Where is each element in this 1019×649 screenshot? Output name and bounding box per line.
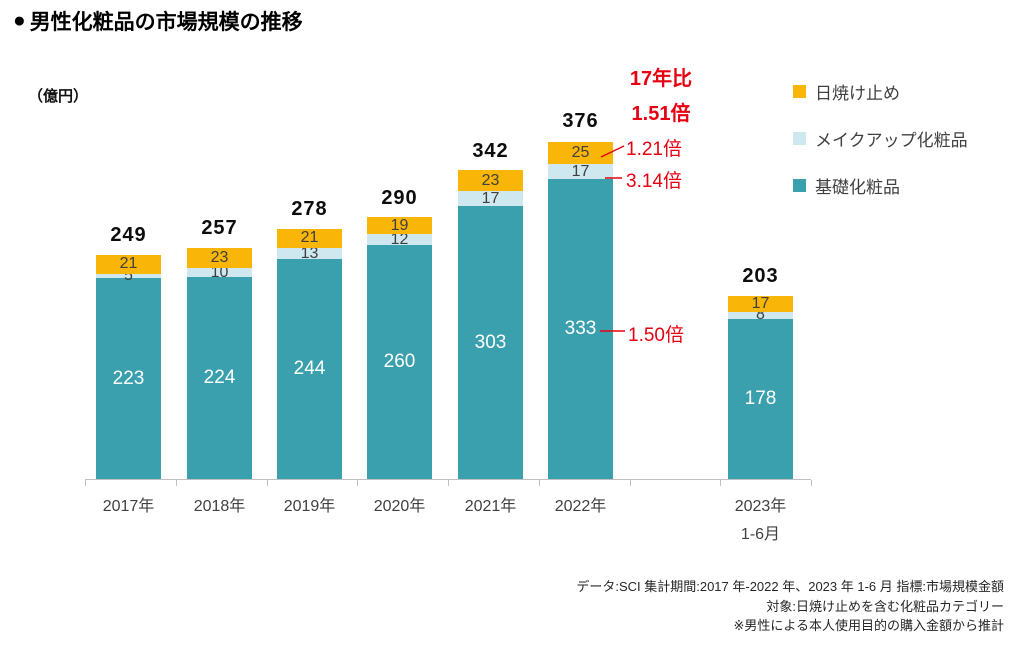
x-axis-tick xyxy=(448,480,449,486)
x-axis-sublabel: 1-6月 xyxy=(740,526,781,543)
bar-2022年-makeup-segment xyxy=(548,164,613,180)
bar-2021年-base-segment xyxy=(458,206,523,479)
segment-value-base: 244 xyxy=(293,358,326,380)
x-axis-tick xyxy=(175,480,177,486)
segment-value-base: 178 xyxy=(744,387,777,409)
segment-value-base: 260 xyxy=(383,351,416,372)
bar-2017年-sunscreen-segment xyxy=(96,254,161,274)
bar-2023年-makeup-segment xyxy=(728,311,793,319)
legend-item-sunscreen: 日焼け止め xyxy=(793,79,968,104)
bar-2020年-base-segment xyxy=(367,245,432,479)
legend-item-makeup: メイクアップ化粧品 xyxy=(793,126,968,151)
segment-value-base: 303 xyxy=(474,331,507,353)
bar-2018年-makeup-segment xyxy=(187,268,252,278)
segment-value-makeup: 17 xyxy=(481,189,500,207)
bar-2019年-sunscreen-segment xyxy=(277,228,342,248)
bar-2020年-sunscreen-segment xyxy=(367,217,432,235)
bar-2017年-makeup-segment xyxy=(96,273,161,279)
segment-value-makeup: 5 xyxy=(124,267,133,285)
page-title: 男性化粧品の市場規模の推移 xyxy=(29,11,303,34)
bar-2018年-base-segment xyxy=(187,277,252,479)
total-value: 342 xyxy=(472,140,509,163)
segment-value-sunscreen: 21 xyxy=(300,229,319,247)
segment-value-sunscreen: 25 xyxy=(571,143,590,161)
legend-label: メイクアップ化粧品 xyxy=(815,131,968,150)
total-value: 249 xyxy=(110,223,147,246)
y-axis-unit-label: （億円） xyxy=(28,88,89,105)
makeup-ratio-annotation: 3.14倍 xyxy=(626,171,682,192)
x-axis-tick xyxy=(357,480,359,486)
source-note-line2: 対象:日焼け止めを含む化粧品カテゴリー xyxy=(766,598,1004,614)
bar-2022年-base-segment xyxy=(548,179,613,479)
source-note-line3: ※男性による本人使用目的の購入金額から推計 xyxy=(733,618,1004,633)
bar-2018年-sunscreen-segment xyxy=(187,247,252,269)
segment-value-makeup: 13 xyxy=(300,244,319,262)
bar-2022年-sunscreen-segment xyxy=(548,141,613,164)
segment-value-base: 333 xyxy=(564,318,597,340)
legend-item-base: 基礎化粧品 xyxy=(793,173,968,198)
total-value: 257 xyxy=(201,216,238,239)
legend-label: 日焼け止め xyxy=(815,84,900,103)
total-value: 290 xyxy=(381,187,418,209)
x-axis-tick xyxy=(538,480,540,486)
segment-value-makeup: 17 xyxy=(571,162,590,180)
sunscreen-ratio-annotation: 1.21倍 xyxy=(626,139,682,160)
legend-label: 基礎化粧品 xyxy=(815,178,900,197)
x-axis-label: 2020年 xyxy=(373,498,426,515)
x-axis-label: 2017年 xyxy=(102,498,155,515)
x-axis-tick xyxy=(811,480,812,486)
bullet-icon: ● xyxy=(13,9,26,32)
source-note: データ:SCI 集計期間:2017 年-2022 年、2023 年 1-6 月 … xyxy=(576,577,1004,636)
base-ratio-annotation: 1.50倍 xyxy=(628,325,684,346)
makeup-swatch-icon xyxy=(793,132,806,145)
bar-2019年-makeup-segment xyxy=(277,247,342,260)
segment-value-makeup: 12 xyxy=(390,230,409,248)
segment-value-base: 224 xyxy=(203,367,236,389)
x-axis-line xyxy=(85,479,811,480)
x-axis-tick xyxy=(629,480,631,486)
x-axis-label: 2023年 xyxy=(734,498,787,515)
bar-2021年-makeup-segment xyxy=(458,191,523,207)
sunscreen-swatch-icon xyxy=(793,85,806,98)
legend: 日焼け止め メイクアップ化粧品 基礎化粧品 xyxy=(793,79,968,198)
segment-value-sunscreen: 19 xyxy=(390,216,409,234)
source-note-line1: データ:SCI 集計期間:2017 年-2022 年、2023 年 1-6 月 … xyxy=(576,579,1004,594)
comparison-headline-line2: 1.51倍 xyxy=(631,103,691,125)
base-swatch-icon xyxy=(793,179,806,192)
comparison-headline-line1: 17年比 xyxy=(629,68,693,90)
segment-value-base: 223 xyxy=(112,367,145,389)
segment-value-sunscreen: 23 xyxy=(210,249,229,267)
x-axis-tick xyxy=(85,480,86,486)
segment-value-sunscreen: 21 xyxy=(119,255,138,273)
page-title-row: ● 男性化粧品の市場規模の推移 xyxy=(13,6,303,36)
segment-value-sunscreen: 17 xyxy=(751,294,770,312)
x-axis-label: 2018年 xyxy=(193,498,246,515)
bar-2017年-base-segment xyxy=(96,278,161,479)
bar-2023年-base-segment xyxy=(728,318,793,479)
bar-2020年-makeup-segment xyxy=(367,234,432,245)
comparison-headline: 17年比 1.51倍 xyxy=(606,62,716,132)
bar-2023年-sunscreen-segment xyxy=(728,296,793,312)
x-axis-tick xyxy=(266,480,268,486)
total-value: 203 xyxy=(742,265,779,288)
x-axis-label: 2021年 xyxy=(464,498,517,515)
x-axis-label: 2019年 xyxy=(283,498,336,515)
segment-value-sunscreen: 23 xyxy=(481,171,500,189)
x-axis-label: 2022年 xyxy=(554,498,607,515)
bar-2019年-base-segment xyxy=(277,259,342,479)
total-value: 278 xyxy=(291,197,328,220)
segment-value-makeup: 8 xyxy=(756,306,765,324)
bar-2021年-sunscreen-segment xyxy=(458,170,523,191)
x-axis-tick xyxy=(720,480,722,486)
total-value: 376 xyxy=(562,109,599,132)
